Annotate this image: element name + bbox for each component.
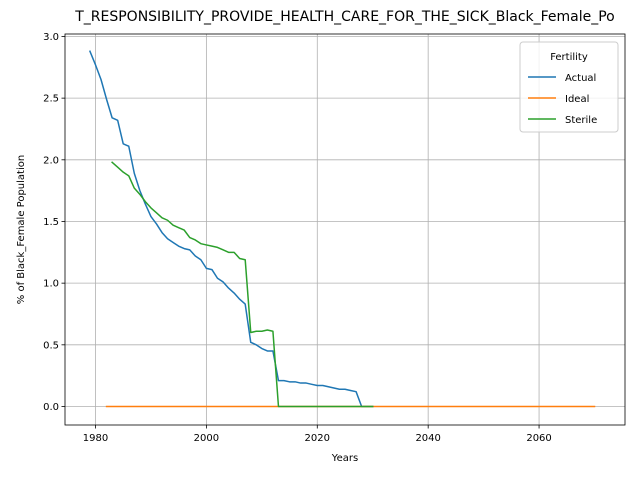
x-tick-label: 2000 — [194, 433, 219, 444]
legend-box — [519, 41, 619, 133]
plot-lines — [88, 50, 596, 408]
x-tick-label: 1980 — [83, 433, 108, 444]
y-tick-label: 0.5 — [43, 340, 59, 351]
chart-title: T_RESPONSIBILITY_PROVIDE_HEALTH_CARE_FOR… — [74, 9, 615, 25]
plot-frame — [64, 33, 626, 426]
x-tick-label: 2040 — [415, 433, 440, 444]
y-tick-label: 1.5 — [43, 217, 59, 228]
legend-title: Fertility — [550, 52, 588, 63]
legend: Fertility Actual Ideal Sterile — [519, 41, 619, 133]
x-axis-label: Years — [331, 453, 358, 464]
legend-label-sterile: Sterile — [565, 115, 597, 126]
legend-label-ideal: Ideal — [565, 94, 589, 105]
x-axis-ticks: 1980 2000 2020 2040 2060 — [83, 425, 552, 444]
y-tick-label: 0.0 — [43, 402, 59, 413]
y-tick-label: 2.5 — [43, 94, 59, 105]
series-line-actual — [88, 50, 374, 408]
y-tick-label: 2.0 — [43, 155, 59, 166]
series-line-sterile — [111, 161, 374, 408]
legend-label-actual: Actual — [565, 73, 596, 84]
x-tick-label: 2060 — [526, 433, 551, 444]
y-axis-ticks: 0.0 0.5 1.0 1.5 2.0 2.5 3.0 — [43, 32, 65, 413]
legend-items: Actual Ideal Sterile — [528, 73, 597, 126]
y-tick-label: 1.0 — [43, 279, 59, 290]
y-tick-label: 3.0 — [43, 32, 59, 43]
y-axis-label: % of Black_Female Population — [16, 155, 27, 304]
x-tick-label: 2020 — [305, 433, 330, 444]
